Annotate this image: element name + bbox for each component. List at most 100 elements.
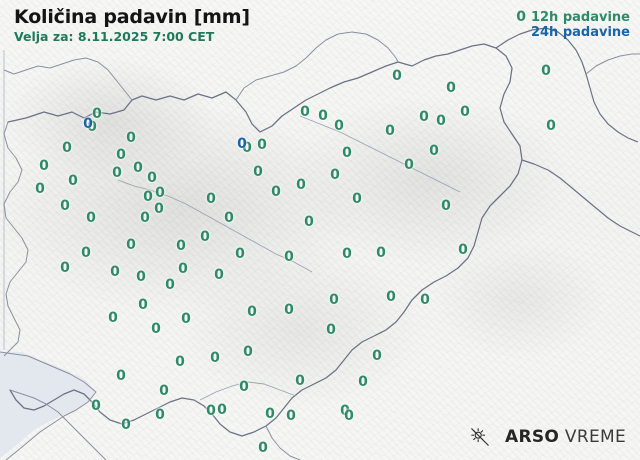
station-marker: 0 <box>206 403 216 419</box>
station-marker: 0 <box>392 68 402 84</box>
station-marker: 0 <box>151 321 161 337</box>
station-marker: 0 <box>253 164 263 180</box>
station-marker: 0 <box>112 165 122 181</box>
station-marker: 0 <box>35 181 45 197</box>
station-marker: 0 <box>155 407 165 423</box>
station-marker: 0 <box>237 136 247 152</box>
neighbour-border-n <box>235 31 399 101</box>
station-marker: 0 <box>224 210 234 226</box>
station-marker: 0 <box>235 246 245 262</box>
station-marker: 0 <box>86 210 96 226</box>
station-marker: 0 <box>243 344 253 360</box>
station-marker: 0 <box>136 269 146 285</box>
station-marker: 0 <box>217 402 227 418</box>
station-marker: 0 <box>342 246 352 262</box>
neighbour-border-ne2 <box>585 53 640 75</box>
station-marker: 0 <box>200 229 210 245</box>
station-marker: 0 <box>247 304 257 320</box>
coastline-istria <box>0 351 97 460</box>
station-marker: 0 <box>436 113 446 129</box>
station-marker: 0 <box>300 104 310 120</box>
station-marker: 0 <box>334 118 344 134</box>
sun-cloud-icon <box>471 428 489 446</box>
station-marker: 0 <box>318 108 328 124</box>
neighbour-border-se <box>265 425 301 460</box>
station-marker: 0 <box>176 238 186 254</box>
station-marker: 0 <box>284 302 294 318</box>
station-marker: 0 <box>258 440 268 456</box>
arso-logo: ARSO VREME <box>469 426 626 448</box>
arso-vreme: VREME <box>564 427 626 447</box>
station-marker: 0 <box>376 245 386 261</box>
station-marker: 0 <box>257 137 267 153</box>
legend: 0 12h padavine 24h padavine <box>510 9 630 41</box>
station-marker: 0 <box>143 189 153 205</box>
station-marker: 0 <box>147 170 157 186</box>
station-marker: 0 <box>295 373 305 389</box>
page-title: Količina padavin [mm] <box>14 6 250 28</box>
station-marker: 0 <box>541 63 551 79</box>
sea-area-north <box>0 352 44 374</box>
station-marker: 0 <box>372 348 382 364</box>
station-marker: 0 <box>159 383 169 399</box>
station-marker: 0 <box>165 277 175 293</box>
border-northeast <box>495 27 639 143</box>
station-marker: 0 <box>385 123 395 139</box>
station-marker: 0 <box>284 249 294 265</box>
station-marker: 0 <box>342 145 352 161</box>
station-marker: 0 <box>404 157 414 173</box>
station-marker: 0 <box>154 201 164 217</box>
station-marker: 0 <box>181 311 191 327</box>
station-marker: 0 <box>138 297 148 313</box>
station-marker: 0 <box>441 198 451 214</box>
station-marker: 0 <box>126 237 136 253</box>
station-marker: 0 <box>62 140 72 156</box>
station-marker: 0 <box>340 403 350 419</box>
station-marker: 0 <box>178 261 188 277</box>
station-marker: 0 <box>304 214 314 230</box>
station-marker: 0 <box>175 354 185 370</box>
legend-sample-12h: 0 <box>516 9 526 25</box>
station-marker: 0 <box>214 267 224 283</box>
slovenia-border <box>7 43 523 437</box>
station-marker: 0 <box>92 106 102 122</box>
station-marker: 0 <box>68 173 78 189</box>
station-marker: 0 <box>419 109 429 125</box>
station-marker: 0 <box>358 374 368 390</box>
station-marker: 0 <box>352 191 362 207</box>
station-marker: 0 <box>210 350 220 366</box>
station-marker: 0 <box>458 242 468 258</box>
station-marker: 0 <box>296 177 306 193</box>
station-marker: 0 <box>271 184 281 200</box>
station-marker: 0 <box>110 264 120 280</box>
arso-wordmark: ARSO VREME <box>505 427 626 447</box>
neighbour-border-w <box>3 121 29 357</box>
station-marker: 0 <box>155 185 165 201</box>
station-marker: 0 <box>420 292 430 308</box>
station-marker: 0 <box>121 417 131 433</box>
station-marker: 0 <box>330 167 340 183</box>
station-marker: 0 <box>83 116 93 132</box>
station-marker: 0 <box>126 130 136 146</box>
station-marker: 0 <box>206 191 216 207</box>
station-marker: 0 <box>386 289 396 305</box>
legend-row-12h: 0 12h padavine <box>510 9 630 26</box>
station-marker: 0 <box>39 158 49 174</box>
station-marker: 0 <box>81 245 91 261</box>
legend-label-12h: 12h padavine <box>530 10 630 25</box>
station-marker: 0 <box>326 322 336 338</box>
arso-name: ARSO <box>505 427 560 447</box>
station-marker: 0 <box>239 379 249 395</box>
station-marker: 0 <box>87 119 97 135</box>
station-marker: 0 <box>429 143 439 159</box>
station-marker: 0 <box>329 292 339 308</box>
station-marker: 0 <box>242 140 252 156</box>
river-kolpa <box>199 381 297 401</box>
station-marker: 0 <box>60 260 70 276</box>
legend-row-24h: 24h padavine <box>510 25 630 40</box>
station-marker: 0 <box>446 80 456 96</box>
station-marker: 0 <box>140 210 150 226</box>
